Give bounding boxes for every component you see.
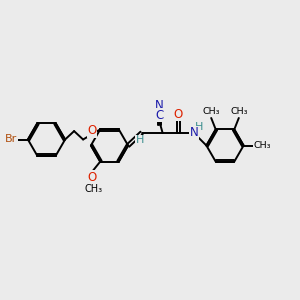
Text: N: N	[154, 99, 164, 112]
Text: CH₃: CH₃	[84, 184, 102, 194]
Text: CH₃: CH₃	[202, 107, 220, 116]
Text: H: H	[136, 135, 144, 146]
Text: C: C	[155, 109, 164, 122]
Text: N: N	[189, 126, 198, 140]
Text: O: O	[174, 108, 183, 121]
Text: H: H	[194, 122, 203, 132]
Text: CH₃: CH₃	[230, 107, 248, 116]
Text: Br: Br	[5, 134, 17, 145]
Text: O: O	[88, 124, 97, 137]
Text: CH₃: CH₃	[254, 141, 271, 150]
Text: O: O	[87, 171, 96, 184]
